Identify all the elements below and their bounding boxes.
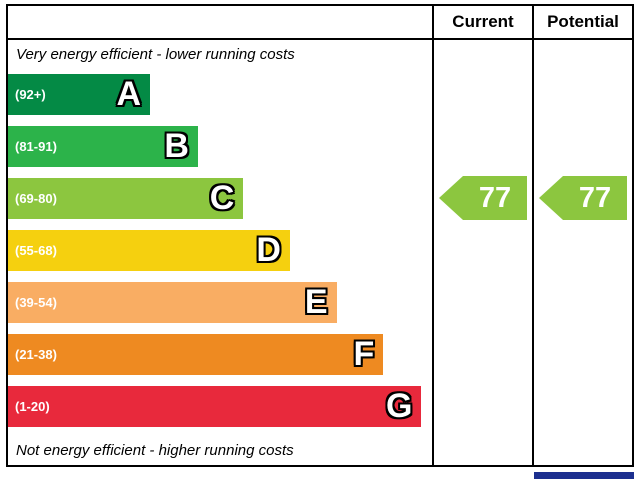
band-bar-f: (21-38) F bbox=[8, 333, 384, 375]
band-bar-g: (1-20) G bbox=[8, 385, 422, 427]
band-row-d: (55-68) D bbox=[8, 224, 432, 276]
band-bar-d: (55-68) D bbox=[8, 229, 290, 271]
band-column: Very energy efficient - lower running co… bbox=[8, 40, 432, 465]
band-range-a: (92+) bbox=[15, 86, 46, 102]
current-arrow-tip-icon bbox=[439, 176, 463, 220]
band-range-e: (39-54) bbox=[15, 294, 57, 310]
current-rating-arrow: 77 bbox=[439, 176, 527, 220]
band-row-e: (39-54) E bbox=[8, 276, 432, 328]
current-column: 77 bbox=[432, 40, 532, 465]
band-letter-e: E bbox=[304, 283, 328, 321]
band-bar-a: (92+) A bbox=[8, 73, 151, 115]
header-potential: Potential bbox=[532, 6, 632, 40]
current-rating-value: 77 bbox=[463, 176, 527, 220]
epc-rating-chart: Current Potential Very energy efficient … bbox=[6, 4, 634, 467]
band-range-f: (21-38) bbox=[15, 346, 57, 362]
band-letter-f: F bbox=[353, 335, 375, 373]
band-letter-d: D bbox=[256, 231, 281, 269]
top-caption: Very energy efficient - lower running co… bbox=[16, 46, 295, 63]
band-bar-b: (81-91) B bbox=[8, 125, 198, 167]
header-current: Current bbox=[432, 6, 532, 40]
potential-rating-arrow: 77 bbox=[539, 176, 627, 220]
potential-column: 77 bbox=[532, 40, 632, 465]
band-letter-g: G bbox=[385, 387, 413, 425]
band-row-f: (21-38) F bbox=[8, 328, 432, 380]
header-spacer bbox=[8, 6, 432, 40]
band-row-g: (1-20) G bbox=[8, 380, 432, 432]
potential-rating-value: 77 bbox=[563, 176, 627, 220]
band-letter-b: B bbox=[164, 127, 189, 165]
band-bar-c: (69-80) C bbox=[8, 177, 244, 219]
band-range-b: (81-91) bbox=[15, 138, 57, 154]
cutoff-blue-element bbox=[534, 472, 634, 479]
band-range-g: (1-20) bbox=[15, 398, 50, 414]
potential-arrow-tip-icon bbox=[539, 176, 563, 220]
band-range-d: (55-68) bbox=[15, 242, 57, 258]
band-bar-e: (39-54) E bbox=[8, 281, 337, 323]
band-letter-a: A bbox=[116, 75, 142, 113]
band-row-c: (69-80) C bbox=[8, 172, 432, 224]
bottom-caption: Not energy efficient - higher running co… bbox=[16, 442, 294, 459]
band-range-c: (69-80) bbox=[15, 190, 57, 206]
band-row-a: (92+) A bbox=[8, 68, 432, 120]
band-letter-c: C bbox=[209, 179, 235, 217]
band-row-b: (81-91) B bbox=[8, 120, 432, 172]
